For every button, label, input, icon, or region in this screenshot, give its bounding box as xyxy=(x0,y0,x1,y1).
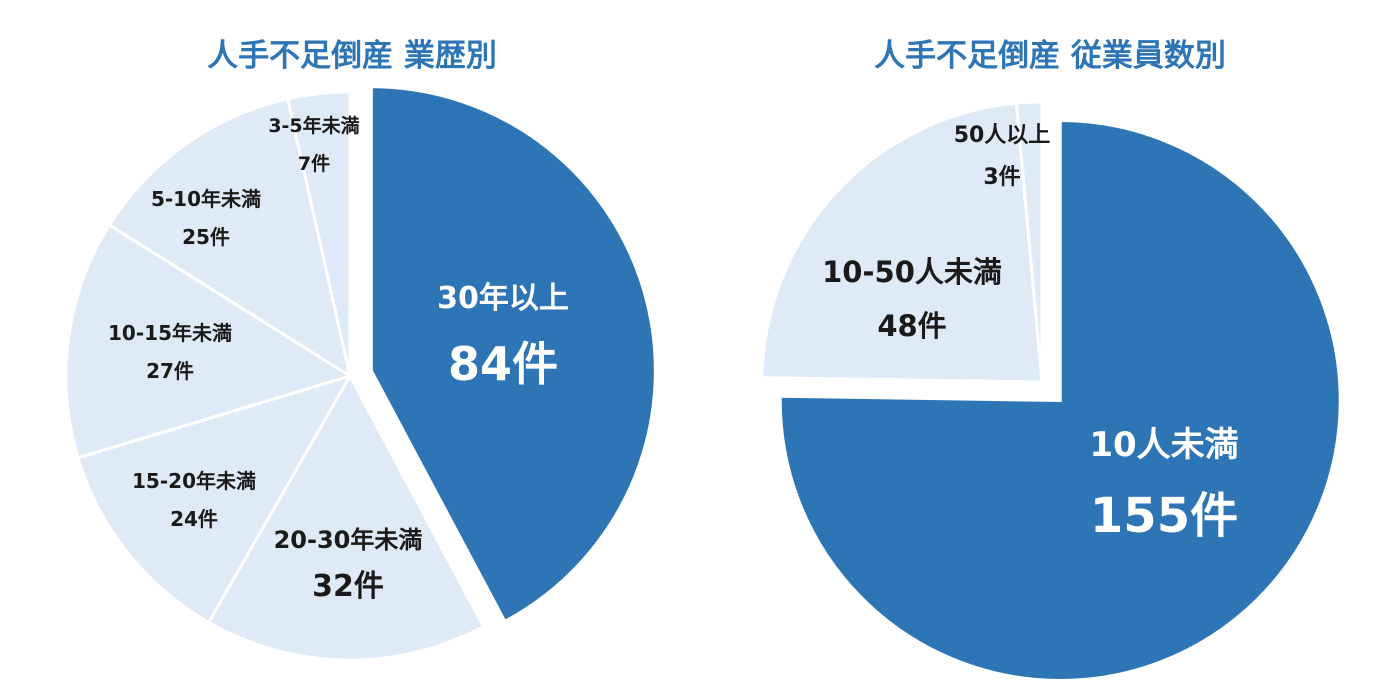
slice-value-label: 32件 xyxy=(312,569,384,604)
slice-value-label: 155件 xyxy=(1090,488,1238,544)
slice-value-label: 25件 xyxy=(182,225,230,249)
pie-slice xyxy=(760,101,1044,384)
pie-slice xyxy=(107,97,353,380)
slice-value-label: 24件 xyxy=(170,507,218,531)
slice-category-label: 3-5年未満 xyxy=(268,114,359,137)
slice-category-label: 5-10年未満 xyxy=(151,187,261,211)
slice-category-label: 10-50人未満 xyxy=(822,255,1002,289)
pie-chart-business-history: 30年以上 84件 20-30年未満 32件 15-20年未満 24件 10-15年未満 27… xyxy=(64,85,657,662)
pie-slice-group: 50人以上 3件 xyxy=(954,100,1051,383)
pie-slice xyxy=(778,119,1342,683)
slice-value-label: 7件 xyxy=(298,152,330,175)
chart-title-business-history: 人手不足倒産 業歴別 xyxy=(207,38,497,74)
pie-slice xyxy=(1014,100,1044,383)
pie-slice-group: 10-50人未満 48件 xyxy=(760,101,1044,384)
slice-category-label: 10人未満 xyxy=(1089,425,1238,465)
pie-slice-group: 20-30年未満 32件 xyxy=(206,372,486,662)
pie-slice xyxy=(64,222,354,460)
slice-value-label: 48件 xyxy=(877,309,946,343)
slice-value-label: 84件 xyxy=(448,337,558,391)
pie-slice xyxy=(206,372,486,662)
chart-title-employee-count: 人手不足倒産 従業員数別 xyxy=(874,38,1226,74)
slice-category-label: 15-20年未満 xyxy=(132,469,256,493)
slice-value-label: 27件 xyxy=(146,359,194,383)
slice-value-label: 3件 xyxy=(983,165,1020,190)
pie-slice-group: 10人未満 155件 xyxy=(778,119,1342,683)
pie-slice-group: 5-10年未満 25件 xyxy=(107,97,353,380)
pie-slice xyxy=(285,90,352,377)
pie-slice-group: 30年以上 84件 xyxy=(369,85,657,624)
pie-slice-group: 3-5年未満 7件 xyxy=(268,90,360,377)
slice-category-label: 30年以上 xyxy=(437,281,569,316)
slice-category-label: 50人以上 xyxy=(954,123,1051,148)
pie-slice xyxy=(369,85,657,624)
slice-category-label: 10-15年未満 xyxy=(108,321,232,345)
pie-chart-employee-count: 10人未満 155件 10-50人未満 48件 50人以上 3件 xyxy=(760,100,1342,683)
slice-category-label: 20-30年未満 xyxy=(274,526,423,554)
pie-slice-group: 10-15年未満 27件 xyxy=(64,222,354,460)
